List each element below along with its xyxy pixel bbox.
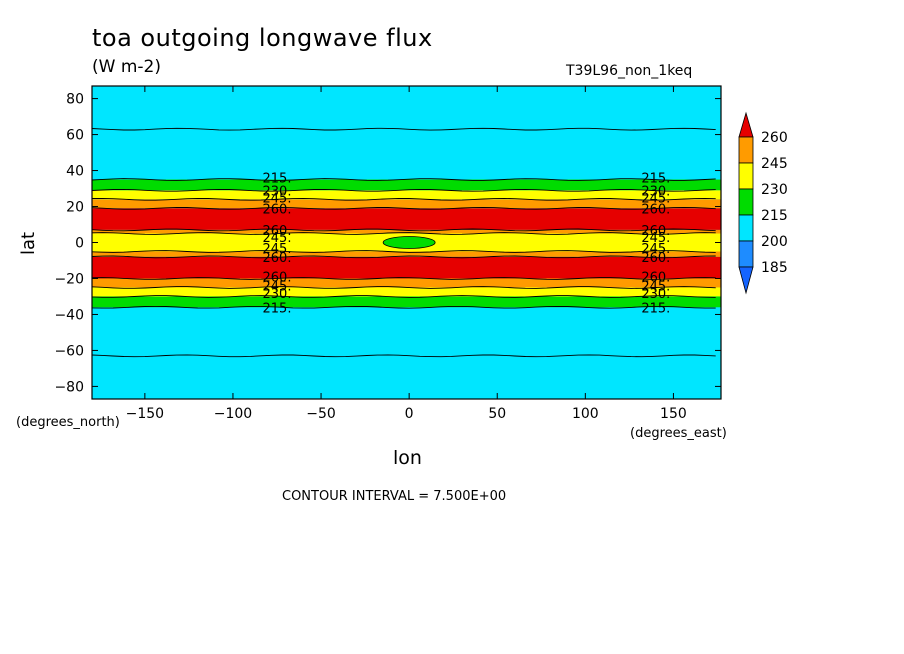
contour-band [92, 251, 721, 257]
contour-interval-label: CONTOUR INTERVAL = 7.500E+00 [282, 489, 507, 504]
contour-line [91, 354, 716, 358]
y-ticks: −80 −60 −40 −20 0 20 40 60 80 [54, 92, 721, 395]
contour-label: 230. [641, 184, 670, 199]
contour-label: 215. [263, 301, 292, 316]
contour-band [92, 179, 721, 191]
contour-line [91, 197, 716, 201]
contour-label: 260. [263, 224, 292, 239]
colorbar-box [738, 214, 754, 242]
contour-labels: 215.230.245.260.260.245.245.260.260.245.… [263, 172, 671, 317]
contour-label: 260. [641, 251, 670, 266]
x-tick-label: −100 [214, 406, 252, 422]
local-minimum-blob [382, 236, 436, 249]
x-tick-label: 100 [572, 406, 599, 422]
contour-band [92, 229, 721, 234]
contour-label: 245. [641, 242, 670, 257]
contour-label: 260. [263, 202, 292, 217]
contour-label: 245. [263, 242, 292, 257]
contour-band [92, 208, 721, 230]
colorbar-box [738, 162, 754, 190]
contour-label: 260. [641, 271, 670, 286]
x-axis-unit-label: (degrees_east) [630, 426, 727, 441]
y-tick-label: −80 [54, 379, 84, 395]
colorbar-box [738, 240, 754, 268]
contour-label: 245. [263, 192, 292, 207]
colorbar-label: 230 [761, 182, 788, 198]
contour-line [91, 228, 716, 232]
contour-line [91, 277, 716, 280]
colorbar-extend-bottom [738, 266, 754, 295]
y-tick-label: −20 [54, 271, 84, 287]
colorbar-label: 215 [761, 208, 788, 224]
x-tick-label: 150 [660, 406, 687, 422]
x-axis-label: lon [393, 447, 422, 469]
contour-band [92, 190, 721, 200]
contour-label: 245. [263, 231, 292, 246]
contour-label: 260. [263, 251, 292, 266]
contour-label: 230. [641, 287, 670, 302]
x-tick-label: −150 [126, 406, 164, 422]
contour-band [92, 199, 721, 209]
contour-lines [91, 127, 716, 358]
contour-band [92, 287, 721, 297]
contour-label: 260. [641, 224, 670, 239]
contour-label: 230. [263, 287, 292, 302]
contour-band [92, 256, 721, 279]
contour-label: 245. [641, 192, 670, 207]
y-axis-unit-label: (degrees_north) [16, 415, 120, 430]
chart-title: toa outgoing longwave flux [92, 24, 433, 52]
contour-label: 245. [263, 280, 292, 295]
contour-label: 260. [263, 271, 292, 286]
x-tick-label: 50 [488, 406, 506, 422]
contour-line [91, 206, 716, 210]
colorbar-extend-top [738, 111, 754, 138]
contour-line [91, 188, 716, 192]
contour-label: 245. [641, 280, 670, 295]
colorbar-label: 185 [761, 260, 788, 276]
contour-band [92, 296, 721, 308]
contour-line [91, 305, 716, 309]
colorbar-box [738, 188, 754, 216]
contour-line [91, 250, 716, 253]
colorbar-label: 200 [761, 234, 788, 250]
x-ticks: −150 −100 −50 0 50 100 150 [126, 86, 687, 422]
colorbar-label: 245 [761, 156, 788, 172]
contour-label: 215. [263, 172, 292, 187]
y-tick-label: 60 [66, 128, 84, 144]
y-tick-label: 0 [75, 236, 84, 252]
contour-label: 215. [641, 301, 670, 316]
y-tick-label: −40 [54, 307, 84, 323]
contour-line [91, 255, 716, 259]
filled-contour-bands [92, 86, 721, 399]
y-tick-label: 80 [66, 92, 84, 108]
y-tick-label: 40 [66, 164, 84, 180]
contour-line [91, 127, 716, 131]
contour-line [91, 232, 716, 235]
chart-units: (W m-2) [92, 57, 161, 77]
contour-label: 230. [263, 184, 292, 199]
contour-line [91, 295, 716, 298]
colorbar: 260 245 230 215 200 185 [738, 111, 788, 295]
contour-label: 245. [641, 231, 670, 246]
y-tick-label: −60 [54, 343, 84, 359]
run-id-label: T39L96_non_1keq [566, 63, 693, 79]
contour-label: 260. [641, 202, 670, 217]
contour-line [91, 286, 716, 289]
x-tick-label: −50 [306, 406, 336, 422]
contour-band [92, 278, 721, 288]
colorbar-box [738, 136, 754, 164]
contour-label: 215. [641, 172, 670, 187]
y-tick-label: 20 [66, 200, 84, 216]
contour-line [91, 178, 716, 181]
colorbar-label: 260 [761, 130, 788, 146]
x-tick-label: 0 [405, 406, 414, 422]
